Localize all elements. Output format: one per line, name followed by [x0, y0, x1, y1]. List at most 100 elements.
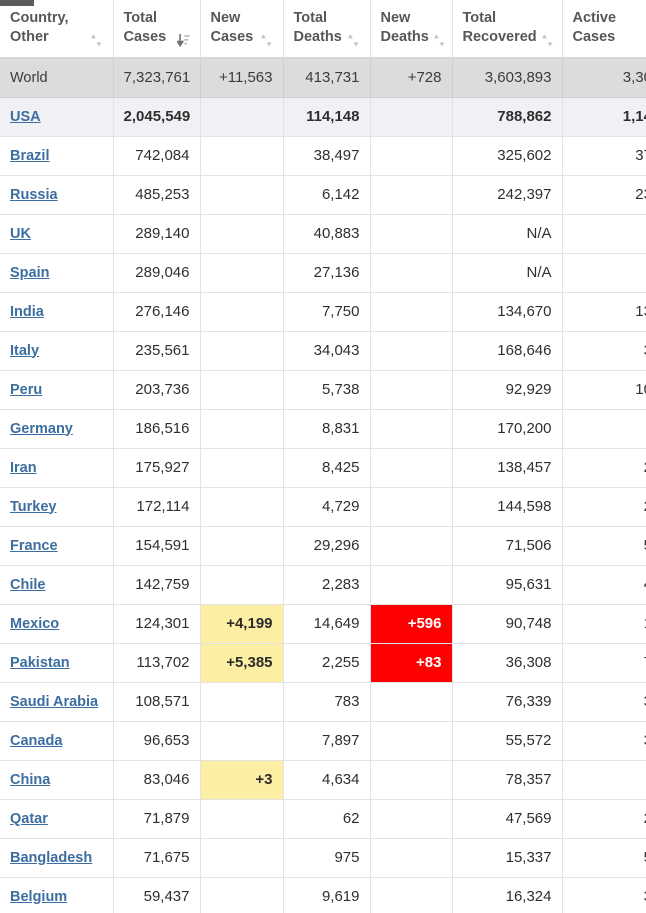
cell-trecov: 3,603,893: [451, 57, 563, 98]
cell-trecov: 55,572: [451, 720, 563, 761]
table-row[interactable]: Italy 235,561 34,043 168,64632,872: [0, 330, 646, 371]
table-row[interactable]: Belgium 59,437 9,619 16,32433,494: [0, 876, 646, 913]
cell-trecov: 168,646: [451, 330, 563, 371]
table-row[interactable]: UK 289,140 40,883 N/AN/A: [0, 213, 646, 254]
cell-tcases: 71,675: [112, 837, 201, 878]
sort-amount-desc-icon: [176, 33, 190, 48]
country-link-canada[interactable]: Canada: [10, 732, 63, 749]
column-header-line2: Deaths: [293, 29, 342, 45]
country-link-spain[interactable]: Spain: [10, 264, 50, 281]
column-header-tdeaths[interactable]: Total Deaths: [282, 0, 371, 59]
cell-ncases: +3: [199, 759, 284, 800]
table-row[interactable]: Germany 186,516 8,831 170,2007,485: [0, 408, 646, 449]
cell-country: France: [0, 525, 114, 566]
cell-tcases: 108,571: [112, 681, 201, 722]
table-row[interactable]: Peru 203,736 5,738 92,929105,069: [0, 369, 646, 410]
cell-ncases: [199, 291, 284, 332]
cell-ndeaths: [369, 330, 453, 371]
table-row[interactable]: Mexico 124,301+4,19914,649+59690,74818,90…: [0, 603, 646, 644]
country-link-chile[interactable]: Chile: [10, 576, 46, 593]
cell-ndeaths: [369, 213, 453, 254]
table-row[interactable]: Russia 485,253 6,142 242,397236,714: [0, 174, 646, 215]
cell-ndeaths: +596: [369, 603, 453, 644]
table-row[interactable]: Chile 142,759 2,283 95,63144,845: [0, 564, 646, 605]
table-row[interactable]: Turkey 172,114 4,729 144,59822,787: [0, 486, 646, 527]
country-link-mexico[interactable]: Mexico: [10, 615, 60, 632]
column-header-line2: Deaths: [380, 29, 429, 45]
country-link-turkey[interactable]: Turkey: [10, 498, 57, 515]
cell-acases: 33,184: [561, 720, 646, 761]
sort-both-icon: [90, 33, 103, 48]
country-link-bangladesh[interactable]: Bangladesh: [10, 849, 93, 866]
country-link-uk[interactable]: UK: [10, 225, 31, 242]
cell-acases: 3,306,137: [561, 57, 646, 98]
country-link-usa[interactable]: USA: [10, 108, 41, 125]
cell-acases: 53,789: [561, 525, 646, 566]
column-header-trecov[interactable]: Total Recovered: [451, 0, 563, 59]
cell-country: USA: [0, 96, 114, 137]
column-header-tcases[interactable]: Total Cases: [112, 0, 201, 59]
cell-country: Qatar: [0, 798, 114, 839]
country-link-qatar[interactable]: Qatar: [10, 810, 48, 827]
cell-tdeaths: 34,043: [282, 330, 371, 371]
table-row[interactable]: Canada 96,653 7,897 55,57233,184: [0, 720, 646, 761]
cell-ndeaths: [369, 681, 453, 722]
cell-acases: 55,363: [561, 837, 646, 878]
cell-trecov: 78,357: [451, 759, 563, 800]
cell-country: Saudi Arabia: [0, 681, 114, 722]
country-link-china[interactable]: China: [10, 771, 51, 788]
column-header-label-ncases: New Cases: [211, 9, 254, 47]
cell-tdeaths: 4,634: [282, 759, 371, 800]
table-row[interactable]: India 276,146 7,750 134,670133,726: [0, 291, 646, 332]
cell-tcases: 485,253: [112, 174, 201, 215]
cell-tdeaths: 413,731: [282, 57, 371, 98]
table-row[interactable]: Brazil 742,084 38,497 325,602377,985: [0, 135, 646, 176]
table-row[interactable]: France 154,591 29,296 71,50653,789: [0, 525, 646, 566]
cell-tdeaths: 2,255: [282, 642, 371, 683]
column-header-ndeaths[interactable]: New Deaths: [369, 0, 453, 59]
country-link-brazil[interactable]: Brazil: [10, 147, 50, 164]
cell-ndeaths: +83: [369, 642, 453, 683]
country-link-russia[interactable]: Russia: [10, 186, 58, 203]
table-body: World 7,323,761 +11,563 413,731 +728 3,603,89…: [0, 57, 646, 913]
cell-trecov: 144,598: [451, 486, 563, 527]
cell-tdeaths: 27,136: [282, 252, 371, 293]
cell-acases: 24,248: [561, 798, 646, 839]
cell-trecov: 36,308: [451, 642, 563, 683]
cell-ndeaths: [369, 720, 453, 761]
country-link-saudi-arabia[interactable]: Saudi Arabia: [10, 693, 99, 710]
cell-ncases: [199, 447, 284, 488]
cell-trecov: 71,506: [451, 525, 563, 566]
country-link-pakistan[interactable]: Pakistan: [10, 654, 70, 671]
country-link-italy[interactable]: Italy: [10, 342, 40, 359]
country-link-germany[interactable]: Germany: [10, 420, 73, 437]
table-row[interactable]: Bangladesh 71,675 975 15,33755,363: [0, 837, 646, 878]
table-row[interactable]: Spain 289,046 27,136 N/AN/A: [0, 252, 646, 293]
cell-ndeaths: [369, 135, 453, 176]
country-link-iran[interactable]: Iran: [10, 459, 37, 476]
column-header-country[interactable]: Country, Other: [0, 0, 114, 59]
country-link-belgium[interactable]: Belgium: [10, 888, 68, 905]
table-row[interactable]: China 83,046+34,634 78,35755: [0, 759, 646, 800]
country-link-peru[interactable]: Peru: [10, 381, 43, 398]
table-row[interactable]: Iran 175,927 8,425 138,45729,045: [0, 447, 646, 488]
column-header-line2: Other: [10, 29, 49, 45]
column-header-ncases[interactable]: New Cases: [199, 0, 284, 59]
cell-tdeaths: 783: [282, 681, 371, 722]
table-row[interactable]: Qatar 71,879 62 47,56924,248: [0, 798, 646, 839]
table-row[interactable]: Pakistan 113,702+5,3852,255+8336,30875,13…: [0, 642, 646, 683]
cell-tcases: 742,084: [112, 135, 201, 176]
cell-country: Peru: [0, 369, 114, 410]
cell-ndeaths: [369, 798, 453, 839]
cell-tcases: 7,323,761: [112, 57, 201, 98]
country-link-india[interactable]: India: [10, 303, 44, 320]
column-header-acases[interactable]: Active Cases: [561, 0, 646, 59]
country-link-france[interactable]: France: [10, 537, 58, 554]
cell-trecov: 47,569: [451, 798, 563, 839]
cell-tcases: 154,591: [112, 525, 201, 566]
table-row[interactable]: World 7,323,761 +11,563 413,731 +728 3,603,89…: [0, 57, 646, 98]
table-row[interactable]: Saudi Arabia 108,571 783 76,33931,449: [0, 681, 646, 722]
